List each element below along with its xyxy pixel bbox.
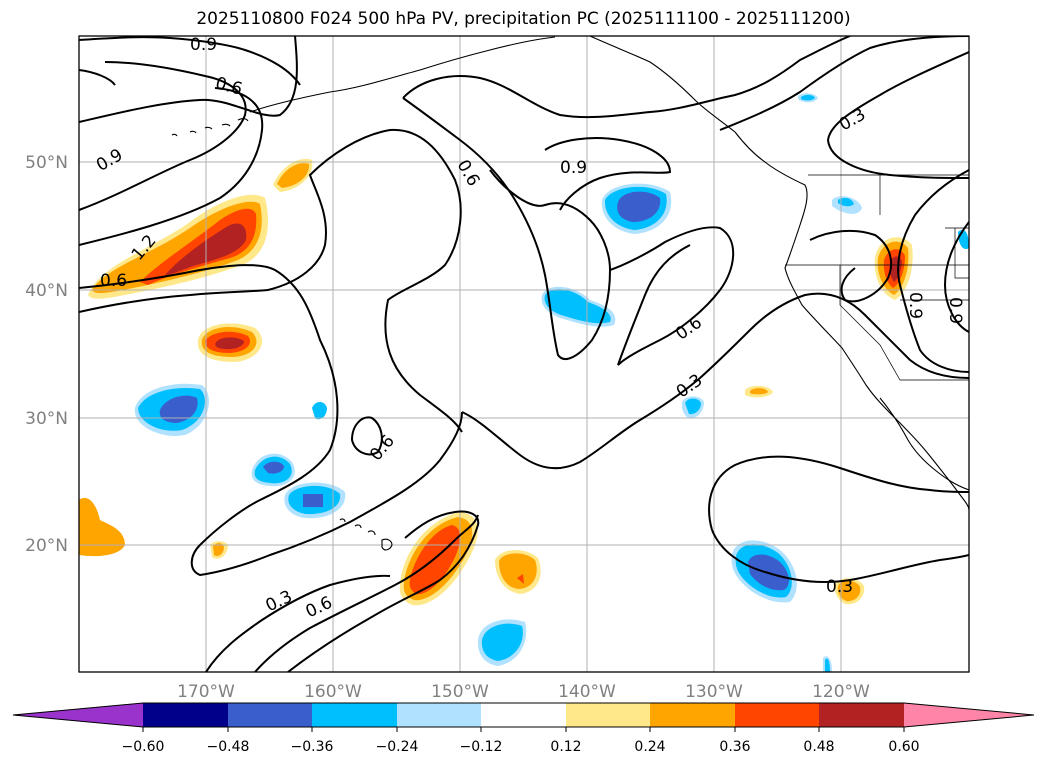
colorbar-max-extension — [904, 703, 1034, 727]
pv-contour — [79, 69, 116, 86]
lat-label: 30°N — [25, 409, 68, 429]
contour-label: 0.9 — [190, 35, 217, 55]
pv-contour — [897, 169, 969, 373]
precip-negative-area — [312, 402, 327, 420]
pv-contour — [79, 264, 463, 577]
colorbar-min-extension — [13, 703, 143, 727]
pv-contour — [402, 36, 851, 119]
contour-label: 0.9 — [905, 292, 925, 319]
lat-label: 20°N — [25, 536, 68, 556]
precip-positive-area — [837, 580, 861, 602]
precip-positive-area — [499, 553, 537, 589]
colorbar-swatch — [819, 703, 904, 727]
pv-contour — [708, 455, 969, 531]
colorbar-swatch — [650, 703, 735, 727]
pv-contours — [79, 36, 969, 672]
precip-negative-area — [617, 191, 661, 222]
colorbar-tick-label: 0.48 — [803, 739, 834, 755]
precip-negative-area — [481, 623, 523, 661]
baja-coast — [879, 397, 969, 491]
precip-negative-area — [838, 197, 854, 207]
precip-positive-area — [277, 163, 310, 188]
colorbar-swatch — [228, 703, 312, 727]
lat-label: 40°N — [25, 281, 68, 301]
lat-axis: 50°N 40°N 30°N 20°N — [25, 153, 68, 556]
lon-label: 140°W — [558, 682, 616, 702]
contour-label: 0.9 — [560, 158, 587, 178]
colorbar-tick-label: 0.60 — [888, 739, 919, 755]
colorbar-tick-label: 0.36 — [719, 739, 750, 755]
pv-contour — [79, 128, 463, 433]
colorbar-tick-label: 0.12 — [550, 739, 581, 755]
bc-coast — [734, 131, 969, 511]
pv-contour — [79, 87, 264, 246]
pv-contour — [544, 137, 672, 211]
precip-positive-area — [517, 574, 524, 584]
precip-negative-area — [685, 398, 701, 415]
precip-positive-area — [213, 543, 224, 557]
map-frame — [78, 35, 970, 673]
precip-positive-area — [79, 497, 125, 557]
colorbar-swatch — [397, 703, 481, 727]
precip-positive-area — [215, 337, 244, 350]
colorbar-swatch — [481, 703, 566, 727]
contour-label: 0.9 — [945, 297, 965, 324]
pv-contour — [609, 226, 735, 366]
precip-negative-area — [303, 494, 323, 507]
pv-contour — [461, 292, 969, 470]
graticule — [79, 36, 969, 672]
colorbar-swatch — [312, 703, 397, 727]
pv-contour — [943, 221, 969, 333]
pv-contour — [719, 36, 969, 131]
lon-label: 170°W — [177, 682, 235, 702]
colorbar-tick-label: −0.36 — [291, 739, 334, 755]
colorbar-swatch — [735, 703, 819, 727]
lon-label: 120°W — [812, 682, 870, 702]
precip-positive-area — [750, 388, 768, 395]
colorbar-tick-label: −0.12 — [460, 739, 503, 755]
lon-label: 150°W — [431, 682, 489, 702]
pv-contour — [350, 416, 383, 456]
map-title: 2025110800 F024 500 hPa PV, precipitatio… — [196, 9, 851, 29]
pv-contour — [79, 36, 301, 86]
precip-negative-area — [159, 395, 198, 423]
precip-negative-area — [825, 658, 830, 672]
precip-negative-area — [544, 289, 611, 324]
contour-label: 0.6 — [100, 271, 127, 291]
lon-axis: 170°W 160°W 150°W 140°W 130°W 120°W — [177, 682, 870, 702]
pv-contour — [402, 97, 612, 360]
colorbar: −0.60 −0.48 −0.36 −0.24 −0.12 0.12 0.24 … — [12, 702, 1035, 755]
colorbar-swatch — [143, 703, 228, 727]
alaska-coast — [249, 36, 736, 133]
precip-negative-area — [801, 94, 815, 101]
colorbar-tick-label: −0.48 — [207, 739, 250, 755]
precip-positive-area — [409, 525, 461, 595]
pv-contour — [79, 36, 298, 123]
pv-contour — [205, 574, 391, 672]
pv-contour — [254, 514, 479, 672]
pv-contour — [79, 61, 247, 211]
hawaii-islands — [339, 518, 393, 551]
lon-label: 160°W — [304, 682, 362, 702]
contour-label: 0.3 — [826, 577, 853, 597]
colorbar-tick-label: 0.24 — [634, 739, 665, 755]
lon-label: 130°W — [685, 682, 743, 702]
contour-labels: 0.9 0.6 0.9 1.2 0.6 0.6 0.9 0.3 0.6 0.3 … — [93, 35, 965, 622]
colorbar-ticks — [142, 727, 905, 732]
precip-shading — [79, 93, 969, 672]
colorbar-tick-label: −0.24 — [376, 739, 419, 755]
pv-contour — [711, 529, 969, 583]
pv-contour — [826, 51, 969, 179]
pv-contour — [287, 510, 480, 672]
map-panel: 0.9 0.6 0.9 1.2 0.6 0.6 0.9 0.3 0.6 0.3 … — [78, 35, 970, 673]
colorbar-tick-label: −0.60 — [122, 739, 165, 755]
lat-label: 50°N — [25, 153, 68, 173]
colorbar-swatch — [566, 703, 650, 727]
pv-contour — [809, 229, 893, 303]
precip-negative-area — [263, 461, 284, 474]
coastlines — [171, 36, 969, 551]
